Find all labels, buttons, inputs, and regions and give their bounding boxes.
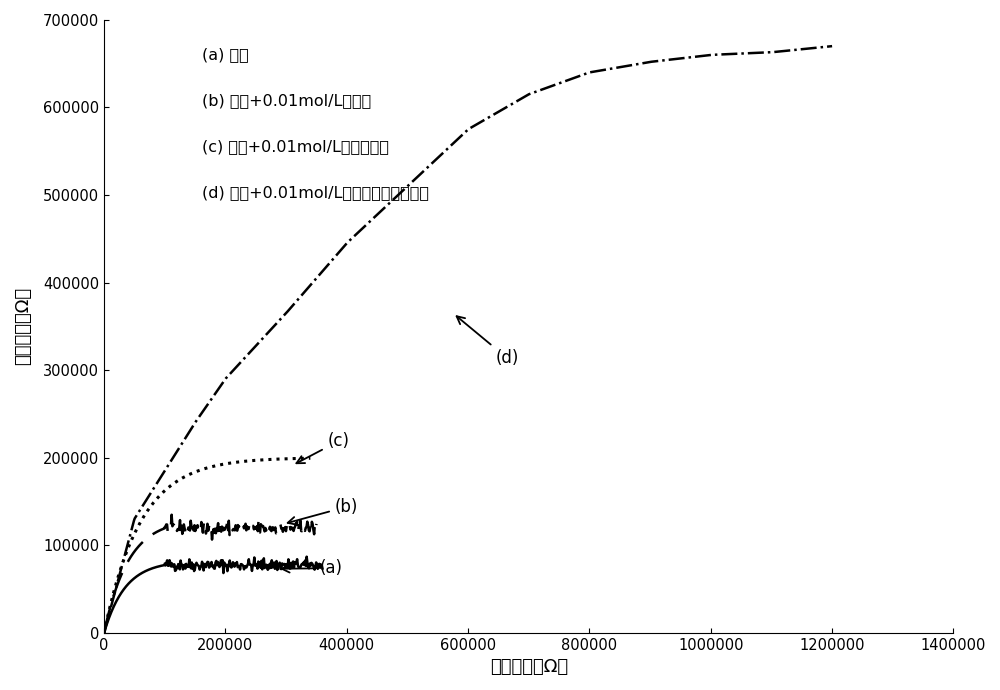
Text: (b) 草酸+0.01mol/L钒酸钓: (b) 草酸+0.01mol/L钒酸钓	[202, 93, 371, 108]
Text: (c): (c)	[296, 432, 349, 463]
Y-axis label: 阵抗虚部（Ω）: 阵抗虚部（Ω）	[14, 287, 32, 365]
Text: (d) 草酸+0.01mol/L钒酸钓和磷酸二氢铵: (d) 草酸+0.01mol/L钒酸钓和磷酸二氢铵	[202, 186, 429, 200]
Text: (a) 草酸: (a) 草酸	[202, 48, 249, 63]
Text: (d): (d)	[457, 316, 519, 367]
Text: (c) 草酸+0.01mol/L磷酸二氢铵: (c) 草酸+0.01mol/L磷酸二氢铵	[202, 139, 389, 155]
X-axis label: 阵抗实部（Ω）: 阵抗实部（Ω）	[490, 658, 568, 676]
Text: (b): (b)	[288, 498, 358, 524]
Text: (a): (a)	[282, 559, 342, 577]
